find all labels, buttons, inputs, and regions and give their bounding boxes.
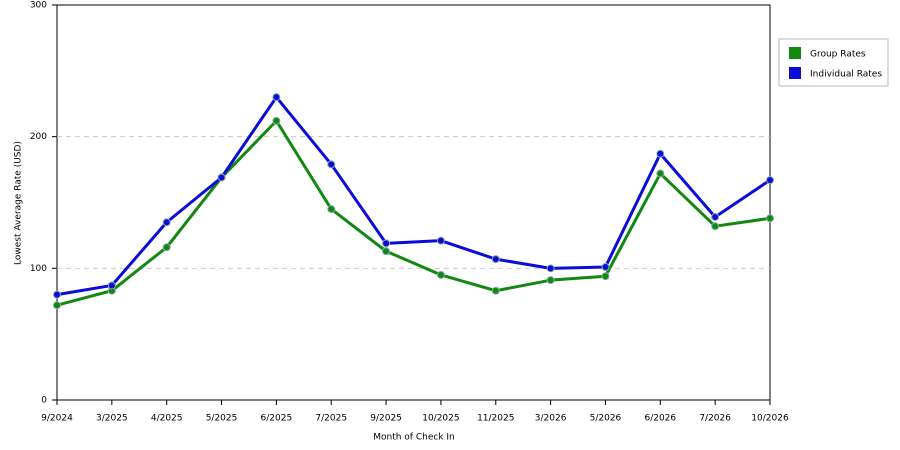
x-tick-label: 10/2025 bbox=[422, 414, 459, 424]
point bbox=[327, 205, 336, 214]
x-tick-label: 9/2025 bbox=[370, 414, 402, 424]
point bbox=[546, 276, 555, 285]
point bbox=[766, 176, 774, 185]
y-axis-label: Lowest Average Rate (USD) bbox=[14, 141, 24, 265]
point bbox=[382, 247, 391, 256]
point bbox=[107, 281, 116, 290]
x-tick-label: 11/2025 bbox=[477, 414, 514, 424]
point bbox=[711, 212, 720, 221]
x-tick-label: 7/2025 bbox=[315, 414, 347, 424]
x-tick-label: 6/2026 bbox=[644, 414, 676, 424]
y-tick-label: 200 bbox=[30, 132, 47, 142]
point bbox=[53, 301, 61, 310]
point bbox=[436, 236, 445, 245]
point bbox=[162, 243, 171, 252]
point bbox=[162, 218, 171, 227]
point bbox=[491, 255, 500, 264]
legend-label: Individual Rates bbox=[810, 70, 882, 80]
x-tick-label: 6/2025 bbox=[261, 414, 293, 424]
legend-swatch bbox=[789, 47, 801, 59]
x-axis-label: Month of Check In bbox=[373, 433, 455, 443]
point bbox=[382, 239, 391, 248]
point bbox=[766, 214, 774, 223]
x-tick-label: 9/2024 bbox=[41, 414, 73, 424]
point bbox=[272, 93, 281, 102]
point bbox=[272, 116, 281, 125]
point bbox=[546, 264, 555, 273]
legend-swatch bbox=[789, 67, 801, 79]
point bbox=[53, 290, 61, 299]
x-tick-label: 10/2026 bbox=[751, 414, 789, 424]
series-line bbox=[56, 95, 771, 297]
x-tick-label: 5/2025 bbox=[206, 414, 238, 424]
y-tick-label: 100 bbox=[30, 264, 47, 274]
point bbox=[656, 149, 665, 158]
point bbox=[436, 270, 445, 279]
point bbox=[656, 169, 665, 178]
plot-frame bbox=[56, 4, 771, 401]
series-line bbox=[56, 119, 771, 307]
x-tick-label: 3/2026 bbox=[535, 414, 567, 424]
x-tick-label: 5/2026 bbox=[590, 414, 622, 424]
point bbox=[601, 272, 610, 281]
y-tick-label: 300 bbox=[30, 1, 47, 11]
x-tick-label: 7/2026 bbox=[699, 414, 731, 424]
x-tick-label: 3/2025 bbox=[96, 414, 128, 424]
legend-label: Group Rates bbox=[810, 50, 866, 60]
point bbox=[217, 173, 226, 182]
point bbox=[327, 160, 336, 169]
point bbox=[711, 222, 720, 231]
point bbox=[601, 263, 610, 272]
point bbox=[491, 286, 500, 295]
x-tick-label: 4/2025 bbox=[151, 414, 183, 424]
y-tick-label: 0 bbox=[41, 396, 47, 406]
